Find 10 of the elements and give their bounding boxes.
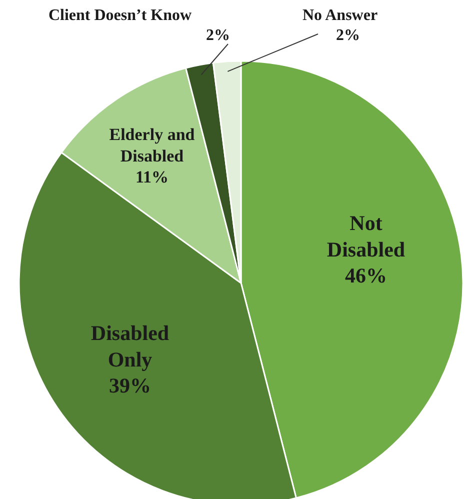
data-label: 39% bbox=[109, 374, 151, 398]
slice-label: No Answer bbox=[302, 7, 378, 24]
slice-label: Not Disabled bbox=[326, 211, 406, 262]
slice-label: Disabled Only bbox=[90, 321, 170, 372]
slice-label: Client Doesn’t Know bbox=[48, 7, 192, 24]
data-label: 46% bbox=[345, 264, 387, 288]
data-label: 2% bbox=[336, 27, 360, 44]
data-label: 11% bbox=[135, 168, 169, 186]
slice-label: Elderly and Disabled bbox=[109, 125, 196, 166]
data-label: 2% bbox=[206, 27, 230, 44]
